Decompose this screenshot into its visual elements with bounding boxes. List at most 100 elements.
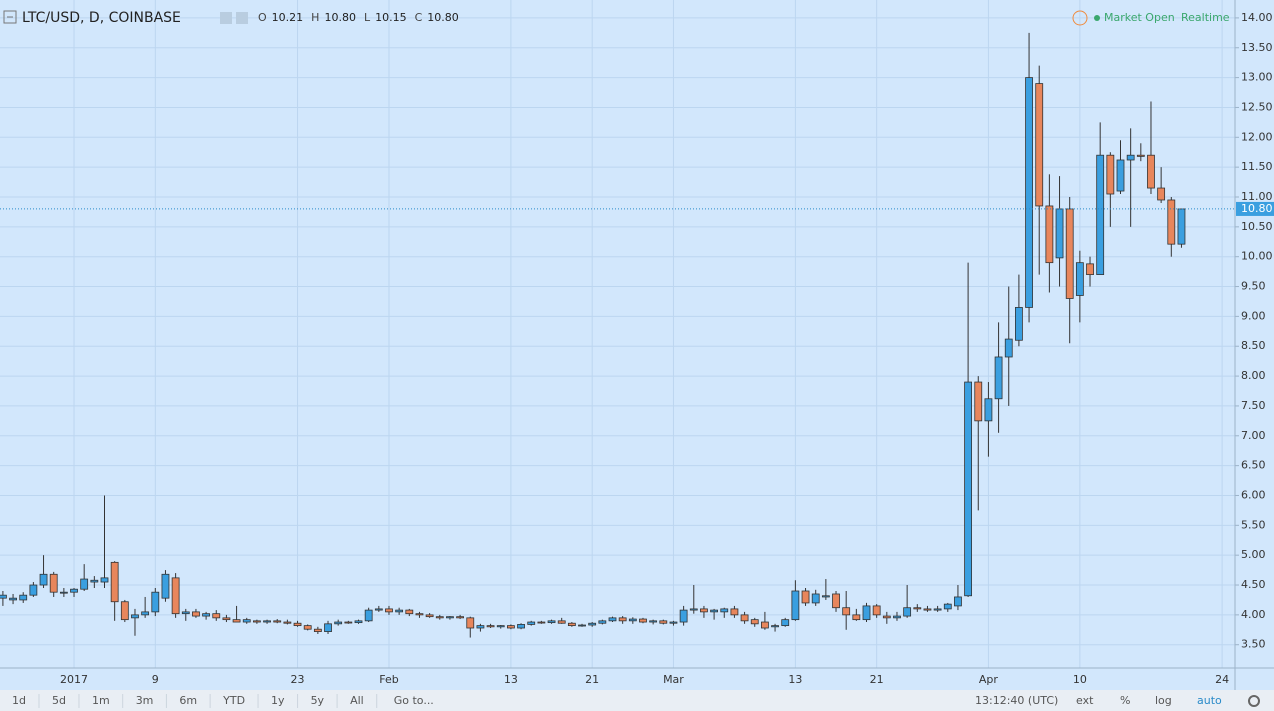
y-tick-label: 10.00 (1241, 250, 1273, 263)
y-tick-label: 3.50 (1241, 638, 1266, 651)
x-tick-label: 2017 (60, 673, 88, 686)
candle-body (649, 620, 658, 623)
candle-body (1136, 154, 1145, 157)
alert-icon[interactable] (1072, 10, 1088, 26)
candle-body (750, 619, 759, 625)
candle-body (567, 622, 576, 627)
candle-body (222, 617, 231, 621)
candle-body (506, 625, 515, 629)
range-button[interactable]: 6m (179, 694, 197, 707)
option-button[interactable]: auto (1197, 694, 1222, 707)
candle-body (964, 381, 972, 597)
range-button[interactable]: All (350, 694, 364, 707)
x-tick-label: 13 (504, 673, 518, 686)
x-tick-label: Feb (379, 673, 398, 686)
candle-body (1106, 154, 1115, 195)
y-tick-label: 11.00 (1241, 190, 1273, 203)
candle-body (334, 621, 343, 625)
y-tick-label: 14.00 (1241, 11, 1273, 24)
candle-body (1177, 208, 1186, 245)
candle-body (385, 608, 393, 613)
y-tick-label: 9.50 (1241, 280, 1266, 293)
candle-body (882, 615, 891, 619)
candle-body (679, 609, 688, 623)
candle-body (1147, 154, 1155, 189)
x-tick-label: 23 (291, 673, 305, 686)
option-button[interactable]: % (1120, 694, 1130, 707)
candle-body (517, 624, 525, 629)
candle-body (1096, 154, 1105, 276)
y-tick-label: 5.50 (1241, 518, 1266, 531)
collapse-icon[interactable] (3, 10, 17, 24)
candle-body (1126, 154, 1135, 161)
x-tick-label: Apr (979, 673, 999, 686)
settings-icon[interactable] (236, 12, 248, 24)
candle-body (202, 613, 211, 617)
legend-name: H (311, 11, 319, 24)
candle-body (720, 608, 729, 613)
candle-body (557, 620, 566, 624)
candle-body (374, 608, 383, 611)
candle-body (486, 625, 495, 628)
candle-body (19, 594, 28, 601)
candle-body (435, 616, 444, 619)
y-tick-label: 13.00 (1241, 71, 1273, 84)
y-tick-label: 7.50 (1241, 399, 1266, 412)
candle-body (943, 603, 952, 610)
candle-body (628, 618, 637, 622)
candle-body (852, 614, 861, 621)
legend-value: 10.15 (375, 11, 407, 24)
y-tick-label: 12.50 (1241, 100, 1273, 113)
candle-body (1157, 187, 1166, 201)
candle-body (263, 620, 271, 623)
candles (0, 32, 1186, 638)
candle-body (923, 608, 932, 611)
candle-body (0, 594, 7, 599)
range-button[interactable]: 1y (271, 694, 285, 707)
candle-body (842, 607, 851, 616)
range-button[interactable]: 5d (52, 694, 66, 707)
y-tick-label: 10.50 (1241, 220, 1273, 233)
range-button[interactable]: YTD (222, 694, 245, 707)
candle-body (781, 619, 790, 627)
range-button[interactable]: 1m (92, 694, 110, 707)
last-price-label: 10.80 (1241, 202, 1273, 215)
candle-body (689, 608, 698, 611)
candle-body (1086, 263, 1094, 276)
option-button[interactable]: ext (1076, 694, 1094, 707)
candle-body (761, 621, 769, 629)
candle-body (110, 561, 119, 603)
y-tick-label: 11.50 (1241, 160, 1273, 173)
candle-body (446, 616, 454, 619)
settings-icon[interactable] (220, 12, 232, 24)
candle-body (730, 608, 739, 616)
candle-body (364, 609, 373, 622)
status-dot (1094, 15, 1100, 21)
y-tick-label: 9.00 (1241, 309, 1266, 322)
candle-body (1025, 77, 1033, 308)
candle-body (608, 617, 617, 622)
candle-body (659, 620, 668, 624)
option-button[interactable]: log (1155, 694, 1172, 707)
candle-body (283, 621, 292, 624)
candle-body (171, 577, 180, 615)
candle-body (192, 611, 200, 617)
legend-name: C (415, 11, 423, 24)
goto-button[interactable]: Go to... (394, 694, 434, 707)
candle-body (39, 573, 48, 586)
candle-body (456, 616, 465, 619)
y-tick-label: 6.50 (1241, 459, 1266, 472)
candle-body (598, 620, 607, 624)
last-price-box (1236, 201, 1274, 216)
range-button[interactable]: 1d (12, 694, 26, 707)
range-button[interactable]: 5y (311, 694, 325, 707)
feed-status: Realtime (1181, 11, 1230, 24)
range-button[interactable]: 3m (136, 694, 154, 707)
candle-body (537, 621, 546, 624)
candle-body (405, 609, 414, 615)
candle-body (141, 611, 150, 616)
candle-body (212, 613, 221, 619)
settings-gear[interactable] (1248, 695, 1260, 707)
y-tick-label: 4.00 (1241, 608, 1266, 621)
